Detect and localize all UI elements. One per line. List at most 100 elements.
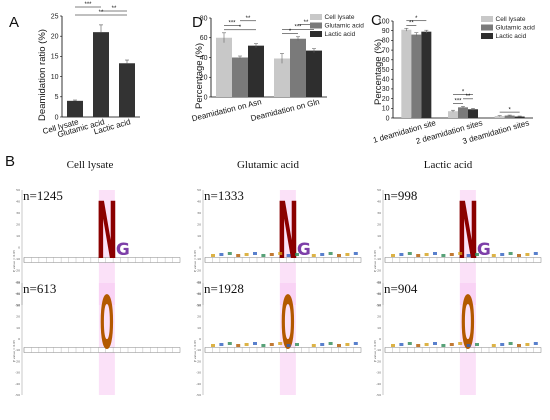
ylabel: Percentage (%) (194, 43, 205, 109)
minor-residue-mark (500, 343, 505, 346)
logo-letter-g: G (477, 240, 491, 260)
minor-residue-mark (449, 253, 454, 256)
minor-residue-mark (416, 344, 421, 347)
significance-label: *** (294, 24, 302, 30)
minor-residue-mark (320, 343, 325, 346)
logo-y-tick-label: -30 (196, 280, 201, 284)
minor-residue-mark (311, 254, 316, 257)
logo-y-tick-label: 50 (197, 188, 201, 192)
minor-residue-mark (337, 344, 341, 347)
sequence-logo: 50 40 30 20 10 0 -10 -20 -30 -40 -50 P value = 0.05… (12, 281, 181, 397)
legend-swatch (481, 16, 493, 22)
logo-y-tick-label: 20 (377, 223, 381, 227)
significance-label: ** (112, 6, 117, 12)
legend-swatch (481, 24, 493, 31)
logo-y-tick-label: 50 (16, 281, 20, 285)
logo-y-tick-label: -50 (15, 303, 20, 307)
bar (411, 34, 422, 118)
logo-letter-n: N (277, 185, 298, 276)
minor-residue-mark (407, 252, 412, 255)
highlight-column (459, 283, 476, 395)
minor-residue-mark (286, 254, 291, 257)
logo-y-tick-label: 20 (377, 315, 381, 319)
minor-residue-mark (399, 343, 404, 346)
minor-residue-mark (466, 254, 471, 257)
logo-letter-q: O (100, 283, 114, 366)
minor-residue-mark (458, 252, 463, 255)
y-tick-label: 60 (200, 35, 208, 42)
logo-y-tick-label: -30 (15, 280, 20, 284)
legend-entry: Cell lysate (496, 16, 526, 23)
logo-y-tick-label: 0 (18, 246, 20, 250)
minor-residue-mark (508, 252, 513, 255)
highlight-column (98, 283, 115, 395)
highlight-column (459, 190, 476, 305)
sequence-logos: 50 40 30 20 10 0 -10 -20 -30 -40 -50 P value = 0.05… (12, 185, 542, 397)
minor-residue-mark (353, 252, 358, 255)
bar (421, 31, 432, 119)
minor-residue-mark (533, 252, 538, 255)
logo-letter-q: O (281, 283, 295, 366)
logo-y-tick-label: 40 (16, 292, 20, 296)
logo-y-tick-label: -10 (15, 257, 20, 261)
sequence-count: n=1928 (204, 281, 244, 296)
y-tick-label: 25 (51, 13, 59, 20)
logo-y-tick-label: -20 (15, 359, 20, 363)
minor-residue-mark (491, 344, 496, 347)
sequence-logo: 50 40 30 20 10 0 -10 -20 -30 -40 -50 P value = 0.05… (193, 281, 362, 397)
legend-swatch (310, 14, 322, 20)
significance-label: * (289, 29, 292, 35)
logo-y-tick-label: 40 (377, 292, 381, 296)
minor-residue-mark (433, 252, 437, 255)
minor-residue-mark (227, 342, 232, 345)
logo-y-tick-label: 20 (197, 223, 201, 227)
minor-residue-mark (466, 344, 471, 347)
minor-residue-mark (508, 342, 513, 345)
significance-label: ** (304, 20, 309, 26)
y-tick-label: 10 (382, 106, 390, 113)
panel-letter-a: A (9, 14, 19, 31)
bar (67, 100, 83, 117)
logo-y-tick-label: -40 (196, 292, 201, 296)
logo-y-tick-label: 30 (16, 303, 20, 307)
y-tick-label: 10 (51, 74, 59, 81)
y-tick-label: 20 (200, 75, 208, 82)
minor-residue-mark (475, 343, 479, 346)
bar (232, 57, 248, 97)
logo-y-tick-label: -40 (15, 292, 20, 296)
logo-y-tick-label: 10 (377, 326, 381, 330)
minor-residue-mark (236, 344, 241, 347)
logo-y-tick-label: 10 (16, 326, 20, 330)
y-tick-label: 15 (51, 54, 59, 61)
bar (306, 50, 322, 97)
panel-b: B Cell lysate Glutamic acid Lactic acid … (5, 153, 542, 397)
logo-y-tick-label: -10 (196, 348, 201, 352)
y-tick-label: 40 (200, 55, 208, 62)
minor-residue-mark (328, 252, 333, 255)
logo-y-tick-label: -30 (15, 371, 20, 375)
logo-y-tick-label: -20 (376, 359, 381, 363)
logo-y-tick-label: -10 (376, 348, 381, 352)
logo-axis-label: P value = 0.05 (193, 340, 197, 362)
minor-residue-mark (533, 342, 538, 345)
minor-residue-mark (261, 344, 266, 347)
highlight-column (279, 283, 296, 395)
minor-residue-mark (253, 252, 257, 255)
y-tick-label: 80 (382, 38, 390, 45)
minor-residue-mark (337, 254, 341, 257)
bar (93, 32, 109, 117)
logo-y-tick-label: 50 (16, 188, 20, 192)
logo-y-tick-label: -20 (196, 359, 201, 363)
logo-y-tick-label: -30 (376, 371, 381, 375)
significance-label: * (239, 25, 242, 31)
bar (514, 116, 525, 118)
y-tick-label: 50 (382, 67, 390, 74)
panel-d: C Percentage (%) 01020304050607080901001… (371, 12, 535, 146)
minor-residue-mark (407, 342, 412, 345)
logo-y-tick-label: 0 (379, 337, 381, 341)
minor-residue-mark (311, 344, 316, 347)
minor-residue-mark (517, 344, 521, 347)
significance-label: * (508, 107, 511, 113)
minor-residue-mark (295, 343, 299, 346)
